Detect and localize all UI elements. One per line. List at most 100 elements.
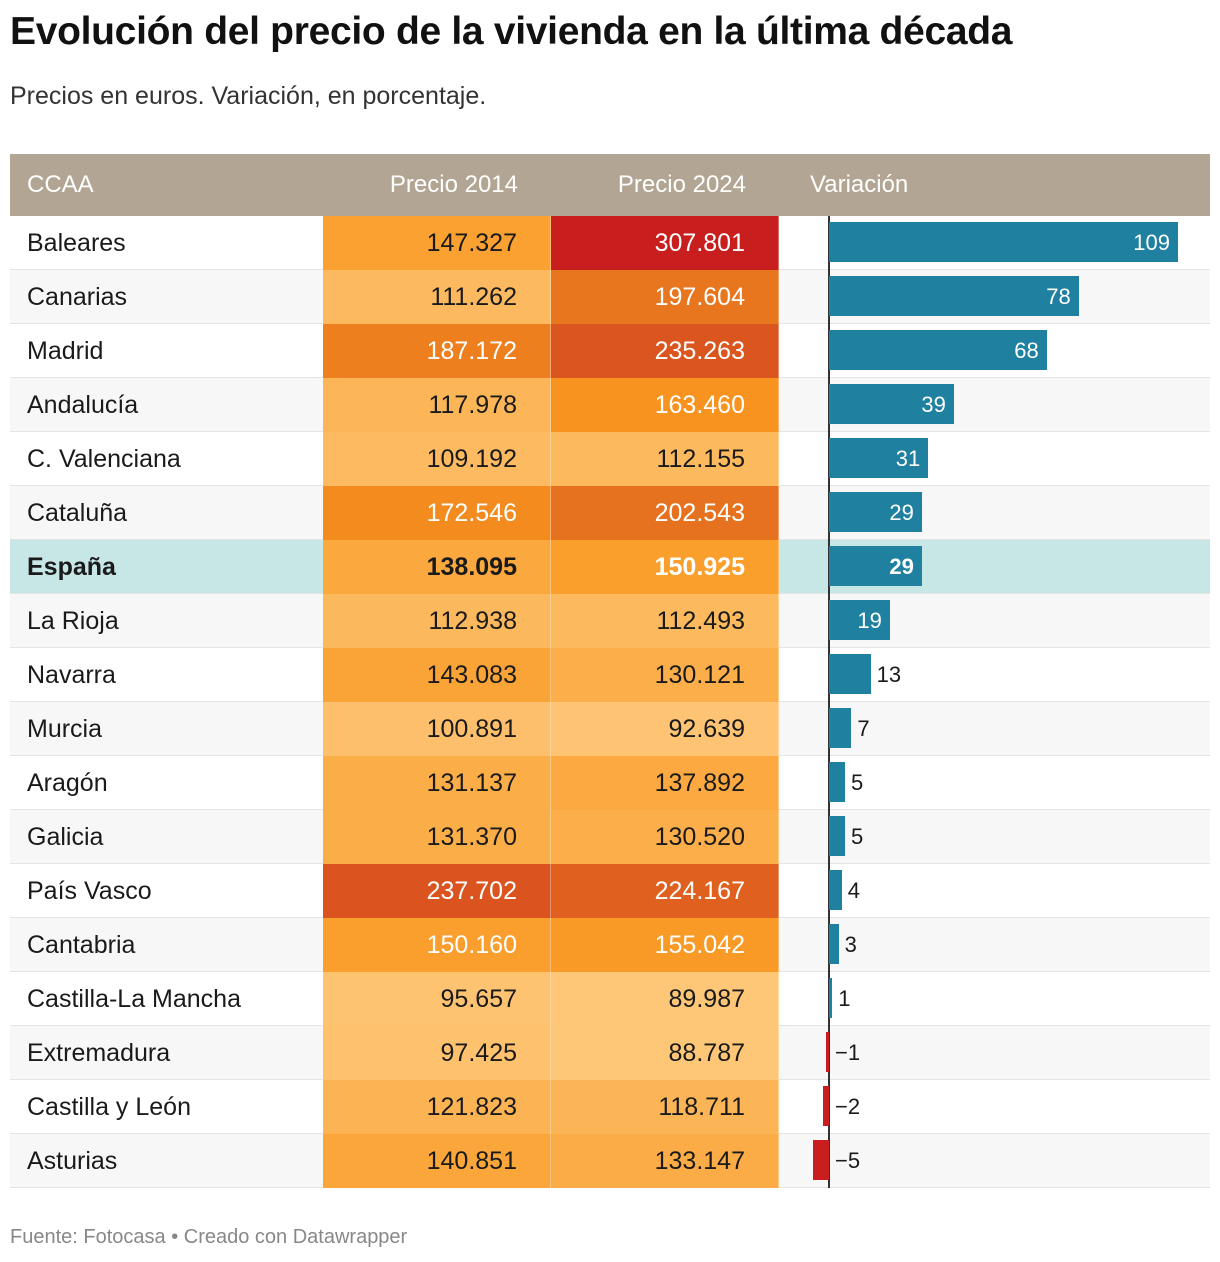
ccaa-name: Castilla-La Mancha xyxy=(27,985,241,1013)
data-table: CCAA Precio 2014 Precio 2024 Variación B… xyxy=(10,154,1210,1188)
variation-bar xyxy=(829,492,922,532)
table-row: Extremadura 97.425 88.787 −1 xyxy=(10,1026,1210,1080)
precio-2014-cell: 111.262 xyxy=(323,270,551,324)
chart-title: Evolución del precio de la vivienda en l… xyxy=(10,10,1013,53)
variation-label: −2 xyxy=(835,1094,861,1119)
precio-2014-cell: 97.425 xyxy=(323,1026,551,1080)
variation-label: 5 xyxy=(851,770,864,795)
table-row: Galicia 131.370 130.520 5 xyxy=(10,810,1210,864)
precio-2024-cell: 130.520 xyxy=(551,810,779,864)
table-row: Asturias 140.851 133.147 −5 xyxy=(10,1134,1210,1188)
variation-bar xyxy=(829,222,1178,262)
precio-2014-cell: 150.160 xyxy=(323,918,551,972)
variation-bar xyxy=(829,978,833,1018)
variation-bar xyxy=(822,1086,829,1126)
variation-label: 39 xyxy=(921,392,946,417)
variation-label: 3 xyxy=(844,932,857,957)
precio-2024-cell: 155.042 xyxy=(551,918,779,972)
precio-2024-cell: 130.121 xyxy=(551,648,779,702)
table-row: País Vasco 237.702 224.167 4 xyxy=(10,864,1210,918)
ccaa-name: Extremadura xyxy=(27,1039,171,1067)
precio-2014-cell: 143.083 xyxy=(323,648,551,702)
variation-bar xyxy=(812,1140,829,1180)
precio-2024-cell: 118.711 xyxy=(551,1080,779,1134)
precio-2014-cell: 95.657 xyxy=(323,972,551,1026)
precio-2014-cell: 237.702 xyxy=(323,864,551,918)
variation-bar xyxy=(829,870,842,910)
variation-label: 29 xyxy=(889,500,914,525)
variation-label: 4 xyxy=(847,878,861,903)
ccaa-name: Cantabria xyxy=(27,931,136,959)
precio-2024-cell: 235.263 xyxy=(551,324,779,378)
variation-label: −5 xyxy=(835,1148,861,1173)
precio-2014-cell: 138.095 xyxy=(323,540,551,594)
table-row: C. Valenciana 109.192 112.155 31 xyxy=(10,432,1210,486)
precio-2024-cell: 112.155 xyxy=(551,432,779,486)
table-row: España 138.095 150.925 29 xyxy=(10,540,1210,594)
table-row: Aragón 131.137 137.892 5 xyxy=(10,756,1210,810)
ccaa-name: Aragón xyxy=(27,769,108,797)
ccaa-name: Galicia xyxy=(27,823,104,851)
table-row: Castilla-La Mancha 95.657 89.987 1 xyxy=(10,972,1210,1026)
header-precio-2024: Precio 2024 xyxy=(617,171,746,198)
variation-label: 1 xyxy=(838,986,851,1011)
ccaa-name: España xyxy=(27,553,116,581)
precio-2024-cell: 133.147 xyxy=(551,1134,779,1188)
ccaa-name: C. Valenciana xyxy=(27,445,181,473)
ccaa-name: Baleares xyxy=(27,229,126,257)
table-row: Andalucía 117.978 163.460 39 xyxy=(10,378,1210,432)
table-row: Navarra 143.083 130.121 13 xyxy=(10,648,1210,702)
precio-2014-cell: 117.978 xyxy=(323,378,551,432)
variation-bar xyxy=(829,708,852,748)
variation-label: 19 xyxy=(857,608,882,633)
precio-2014-cell: 131.370 xyxy=(323,810,551,864)
variation-label: −1 xyxy=(835,1040,861,1065)
ccaa-name: Madrid xyxy=(27,337,104,365)
header-variacion: Variación xyxy=(810,171,909,198)
table-row: Cantabria 150.160 155.042 3 xyxy=(10,918,1210,972)
variation-axis xyxy=(828,1026,830,1080)
variation-bar xyxy=(829,816,845,856)
precio-2014-cell: 147.327 xyxy=(323,216,551,270)
variation-bar xyxy=(829,924,839,964)
precio-2024-cell: 307.801 xyxy=(551,216,779,270)
variation-bar xyxy=(829,438,929,478)
variation-axis xyxy=(828,1134,830,1188)
precio-2014-cell: 131.137 xyxy=(323,756,551,810)
variation-bar xyxy=(829,384,954,424)
precio-2024-cell: 150.925 xyxy=(551,540,779,594)
table-row: Madrid 187.172 235.263 68 xyxy=(10,324,1210,378)
table-row: Baleares 147.327 307.801 109 xyxy=(10,216,1210,270)
ccaa-name: Castilla y León xyxy=(27,1093,191,1121)
variation-bar xyxy=(829,654,871,694)
precio-2014-cell: 100.891 xyxy=(323,702,551,756)
variation-label: 5 xyxy=(851,824,864,849)
table-row: La Rioja 112.938 112.493 19 xyxy=(10,594,1210,648)
precio-2024-cell: 89.987 xyxy=(551,972,779,1026)
variation-label: 29 xyxy=(889,554,914,579)
table-row: Canarias 111.262 197.604 78 xyxy=(10,270,1210,324)
header-precio-2014: Precio 2014 xyxy=(389,171,518,198)
ccaa-name: Canarias xyxy=(27,283,128,311)
table-body: Baleares 147.327 307.801 109 Canarias 111.262… xyxy=(10,216,1210,1188)
table-header: CCAA Precio 2014 Precio 2024 Variación xyxy=(10,154,1210,216)
precio-2024-cell: 224.167 xyxy=(551,864,779,918)
ccaa-name: Asturias xyxy=(27,1147,118,1175)
precio-2014-cell: 121.823 xyxy=(323,1080,551,1134)
variation-bar xyxy=(829,330,1047,370)
variation-axis xyxy=(828,1080,830,1134)
precio-2024-cell: 202.543 xyxy=(551,486,779,540)
variation-label: 68 xyxy=(1014,338,1039,363)
ccaa-name: Andalucía xyxy=(27,391,139,419)
variation-label: 109 xyxy=(1133,230,1170,255)
precio-2014-cell: 112.938 xyxy=(323,594,551,648)
source-footer: Fuente: Fotocasa • Creado con Datawrappe… xyxy=(10,1226,408,1248)
precio-2024-cell: 197.604 xyxy=(551,270,779,324)
table-row: Cataluña 172.546 202.543 29 xyxy=(10,486,1210,540)
variation-bar xyxy=(829,600,890,640)
precio-2024-cell: 163.460 xyxy=(551,378,779,432)
variation-label: 13 xyxy=(876,662,902,687)
variation-bar xyxy=(829,546,922,586)
table-row: Murcia 100.891 92.639 7 xyxy=(10,702,1210,756)
ccaa-name: Murcia xyxy=(27,715,103,743)
